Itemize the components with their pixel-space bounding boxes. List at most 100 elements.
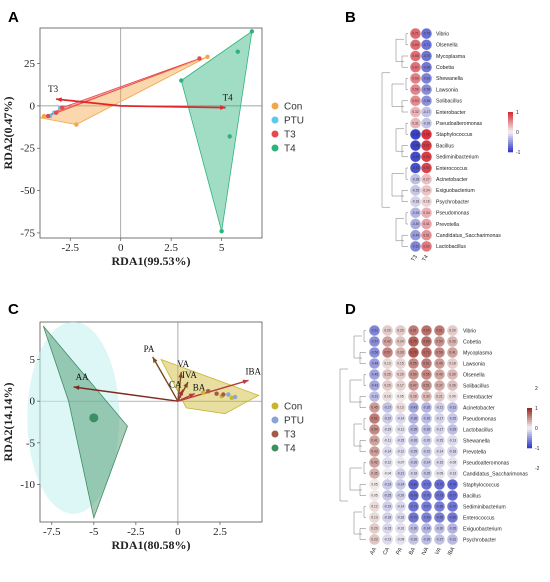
- heatmap-row-label: Lawsonia: [436, 87, 458, 93]
- heatmap-cell: [369, 380, 380, 391]
- colorbar-segment: [527, 436, 532, 439]
- heatmap-cell-value: -0.23: [384, 483, 391, 487]
- point-t3: [214, 391, 219, 396]
- heatmap-cell-value: 0.68: [423, 340, 429, 344]
- heatmap-col-label: IBA: [447, 546, 457, 557]
- heatmap-cell: [408, 534, 419, 545]
- heatmap-col-label: BA: [408, 547, 417, 557]
- heatmap-cell-value: 0.56: [412, 88, 418, 92]
- heatmap-cell-value: 0.28: [410, 395, 416, 399]
- heatmap-cell-value: -0.15: [397, 439, 404, 443]
- heatmap-cell: [395, 479, 406, 490]
- heatmap-cell-value: 0.37: [436, 384, 442, 388]
- legend: Con PTU T3 T4: [271, 402, 304, 455]
- vector-label-ca: CA: [169, 380, 182, 390]
- heatmap-cell-value: -0.43: [410, 406, 417, 410]
- colorbar-segment: [508, 118, 513, 121]
- heatmap-cell: [369, 468, 380, 479]
- heatmap-cell: [434, 424, 445, 435]
- heatmap-cell-value: 0.23: [371, 538, 377, 542]
- heatmap-row-label: Bacillus: [436, 143, 454, 149]
- colorbar-segment: [527, 434, 532, 437]
- heatmap-cell-value: 0.26: [449, 384, 455, 388]
- y-axis-title: RDA2(0.47%): [1, 97, 15, 170]
- heatmap-cell-value: -0.14: [384, 450, 391, 454]
- heatmap-cell: [410, 196, 421, 208]
- heatmap-cell: [395, 391, 406, 402]
- heatmap-cell: [395, 424, 406, 435]
- heatmap-cell-value: -0.77: [449, 494, 456, 498]
- vector-label-pa: PA: [144, 344, 155, 354]
- colorbar-segment: [527, 418, 532, 421]
- vector-label-t4: T4: [223, 93, 233, 103]
- heatmap-cell: [395, 413, 406, 424]
- x-axis-title: RDA1(80.58%): [112, 538, 191, 552]
- heatmap-col-label: T3: [410, 254, 418, 263]
- colorbar-segment: [527, 408, 532, 411]
- heatmap-cell: [447, 468, 458, 479]
- heatmap-row-label: Candidatus_Saccharimonas: [436, 233, 501, 239]
- heatmap-cell: [369, 369, 380, 380]
- colorbar-segment: [527, 438, 532, 441]
- colorbar-tick: 0: [535, 426, 538, 432]
- heatmap-cell: [408, 391, 419, 402]
- heatmap-cell-value: 0.71: [423, 351, 429, 355]
- heatmap-row-label: Shewanella: [436, 76, 463, 82]
- heatmap-row-label: Vibrio: [463, 328, 476, 334]
- heatmap-cell: [369, 325, 380, 336]
- heatmap-cell-value: -0.27: [384, 406, 391, 410]
- heatmap-cell: [447, 413, 458, 424]
- panel-label-c: C: [8, 301, 19, 318]
- heatmap-cell: [410, 61, 421, 73]
- heatmap-cell: [447, 369, 458, 380]
- heatmap-cell-value: -0.34: [423, 527, 430, 531]
- heatmap-cell: [421, 84, 432, 95]
- point-ptu: [232, 394, 238, 400]
- x-tick-label: 5: [219, 242, 225, 254]
- panel-label-a: A: [8, 9, 19, 26]
- colorbar-segment: [527, 410, 532, 413]
- heatmap-cell-value: 0.05: [371, 494, 377, 498]
- colorbar-segment: [527, 446, 532, 449]
- dendrogram-branch: [353, 335, 362, 359]
- heatmap-cell-value: -0.14: [436, 450, 443, 454]
- heatmap-row-label: Enterobacter: [463, 394, 493, 400]
- colorbar-segment: [527, 422, 532, 425]
- heatmap-cell-value: -0.40: [412, 222, 419, 226]
- heatmap-cell-value: 0.24: [423, 189, 429, 193]
- heatmap-cell: [447, 424, 458, 435]
- heatmap-row-label: Enterococcus: [463, 515, 495, 521]
- legend-marker-t4: [271, 144, 279, 152]
- heatmap-cell-value: 0.34: [423, 211, 429, 215]
- heatmap-cell-value: 0.45: [371, 406, 377, 410]
- heatmap-row-label: Pseudoalteromonas: [436, 121, 483, 127]
- heatmap-cell-value: -0.11: [384, 439, 391, 443]
- colorbar-segment: [527, 424, 532, 427]
- heatmap-cell-value: 0.30: [449, 373, 455, 377]
- dendrogram-branch: [363, 462, 366, 474]
- heatmap-cell: [434, 512, 445, 523]
- heatmap-cell-value: -0.55: [423, 99, 430, 103]
- heatmap-d: -0.61 0.20 0.20 0.61 0.66 0.61 0.20 Vibrio -0.57…: [339, 325, 540, 557]
- heatmap-cell: [421, 402, 432, 413]
- heatmap-cell-value: -0.22: [423, 450, 430, 454]
- heatmap-row-label: Sediminibacterium: [463, 504, 506, 510]
- heatmap-cell-value: 0.41: [423, 222, 429, 226]
- heatmap-cell: [382, 435, 393, 446]
- y-tick-label: -25: [20, 143, 35, 155]
- heatmap-cell: [434, 501, 445, 512]
- heatmap-cell: [410, 95, 421, 107]
- colorbar-segment: [508, 140, 513, 143]
- heatmap-cell: [421, 358, 432, 369]
- heatmap-cell-value: 0.97: [423, 144, 429, 148]
- heatmap-cell: [410, 229, 421, 241]
- vector-arrowhead-va: [178, 372, 183, 378]
- heatmap-cell-value: -0.09: [397, 538, 404, 542]
- x-tick-label: 0: [118, 242, 124, 254]
- heatmap-cell: [421, 72, 432, 84]
- point-ptu: [226, 392, 231, 397]
- point-con: [200, 390, 206, 396]
- heatmap-cell: [421, 336, 432, 347]
- legend-label-ptu: PTU: [284, 116, 304, 127]
- heatmap-cell: [408, 457, 419, 468]
